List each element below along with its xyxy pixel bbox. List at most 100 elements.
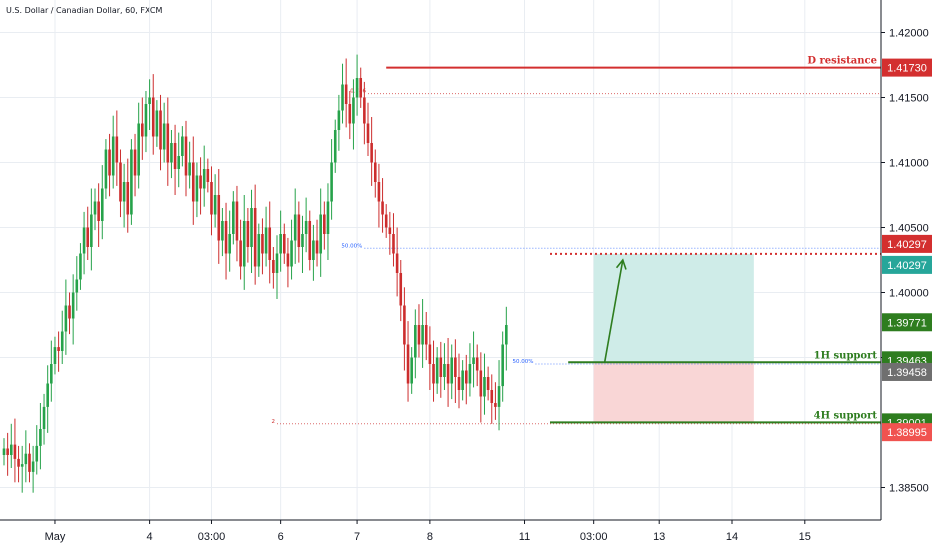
level-label-3: 4H support xyxy=(814,410,878,421)
candle-body xyxy=(57,347,60,351)
candle-body xyxy=(97,201,100,221)
price-box-label: 1.41730 xyxy=(887,63,927,75)
candle-body xyxy=(384,214,388,228)
candle-body xyxy=(133,149,137,176)
candle-body xyxy=(68,305,71,319)
candle-body xyxy=(395,253,399,273)
candle-body xyxy=(330,162,333,202)
candle-body xyxy=(188,162,191,176)
candle-body xyxy=(141,123,144,137)
candle-body xyxy=(490,390,494,403)
candle-body xyxy=(381,201,384,215)
candle-body xyxy=(177,156,181,169)
candle-body xyxy=(450,357,454,384)
candle-body xyxy=(366,123,370,143)
candle-body xyxy=(111,136,115,176)
candle-body xyxy=(359,78,363,98)
candle-body xyxy=(31,461,35,472)
price-box-label: 1.38995 xyxy=(887,427,927,439)
candle-body xyxy=(184,136,188,176)
time-tick-label: 15 xyxy=(799,531,811,543)
candle-body xyxy=(417,325,421,345)
candle-body xyxy=(24,453,28,465)
candle-body xyxy=(337,110,341,130)
candle-body xyxy=(39,429,42,446)
price-box-label: 1.40297 xyxy=(887,260,927,272)
candle-body xyxy=(261,234,264,254)
price-box-stop xyxy=(882,423,932,442)
candle-body xyxy=(13,444,17,459)
candle-body xyxy=(315,240,319,254)
candle-body xyxy=(323,214,326,234)
candle-body xyxy=(162,123,166,150)
candle-body xyxy=(221,221,224,241)
candle-body xyxy=(64,305,68,332)
candle-body xyxy=(159,110,162,150)
candle-body xyxy=(424,325,428,345)
candle-body xyxy=(290,240,293,267)
candle-body xyxy=(28,453,31,472)
target-arrow xyxy=(603,259,624,363)
candle-body xyxy=(217,195,221,241)
candle-body xyxy=(144,104,148,137)
time-tick-label: 13 xyxy=(653,531,665,543)
candle-body xyxy=(213,195,217,215)
time-tick-label: 8 xyxy=(427,531,433,543)
price-box-label: 1.40297 xyxy=(887,239,927,251)
price-box-resistance xyxy=(882,58,932,77)
candle-body xyxy=(250,208,253,247)
candle-body xyxy=(439,357,443,377)
candle-body xyxy=(224,221,228,254)
price-tick-label: 1.41500 xyxy=(889,93,929,105)
candle-body xyxy=(82,227,86,254)
arrow-head xyxy=(615,258,627,270)
candle-body xyxy=(275,253,279,273)
time-tick-label: May xyxy=(45,531,66,543)
candle-body xyxy=(399,273,403,306)
candle-body xyxy=(272,260,275,273)
candle-body xyxy=(326,201,330,234)
candle-body xyxy=(191,162,195,202)
candle-body xyxy=(151,97,155,137)
candle-body xyxy=(42,406,46,429)
price-box-label: 1.39771 xyxy=(887,317,927,329)
candle-body xyxy=(246,221,250,247)
candle-body xyxy=(93,201,97,215)
time-tick-label: 11 xyxy=(519,531,530,543)
candle-body xyxy=(428,344,432,364)
target-zone xyxy=(593,253,754,363)
price-tick-label: 1.38500 xyxy=(889,483,929,495)
candle-body xyxy=(443,364,446,377)
candle-body xyxy=(115,136,119,163)
candle-body xyxy=(388,227,392,234)
candle-body xyxy=(282,234,286,254)
candle-body xyxy=(410,357,413,384)
candle-body xyxy=(9,444,13,455)
candle-body xyxy=(264,227,268,254)
candle-body xyxy=(392,234,395,254)
candle-body xyxy=(406,344,410,384)
candle-body xyxy=(122,182,126,202)
candle-body xyxy=(86,227,90,247)
stop-zone xyxy=(593,362,754,423)
candle-body xyxy=(239,240,242,267)
time-tick-label: 4 xyxy=(147,531,153,543)
candle-body xyxy=(170,143,173,163)
price-box-teal xyxy=(882,255,932,274)
price-box-current xyxy=(882,362,932,381)
candle-body xyxy=(403,305,406,345)
candle-body xyxy=(228,234,231,254)
candle-body xyxy=(344,84,348,104)
candle-body xyxy=(468,364,472,384)
candle-body xyxy=(333,130,337,163)
candle-body xyxy=(210,182,213,215)
candle-body xyxy=(199,175,202,189)
time-tick-label: 03:00 xyxy=(198,531,226,543)
candle-body xyxy=(100,188,104,221)
candle-body xyxy=(457,377,461,390)
candle-body xyxy=(108,149,111,176)
candle-body xyxy=(50,364,53,384)
candle-body xyxy=(319,214,322,254)
candle-body xyxy=(79,253,82,280)
